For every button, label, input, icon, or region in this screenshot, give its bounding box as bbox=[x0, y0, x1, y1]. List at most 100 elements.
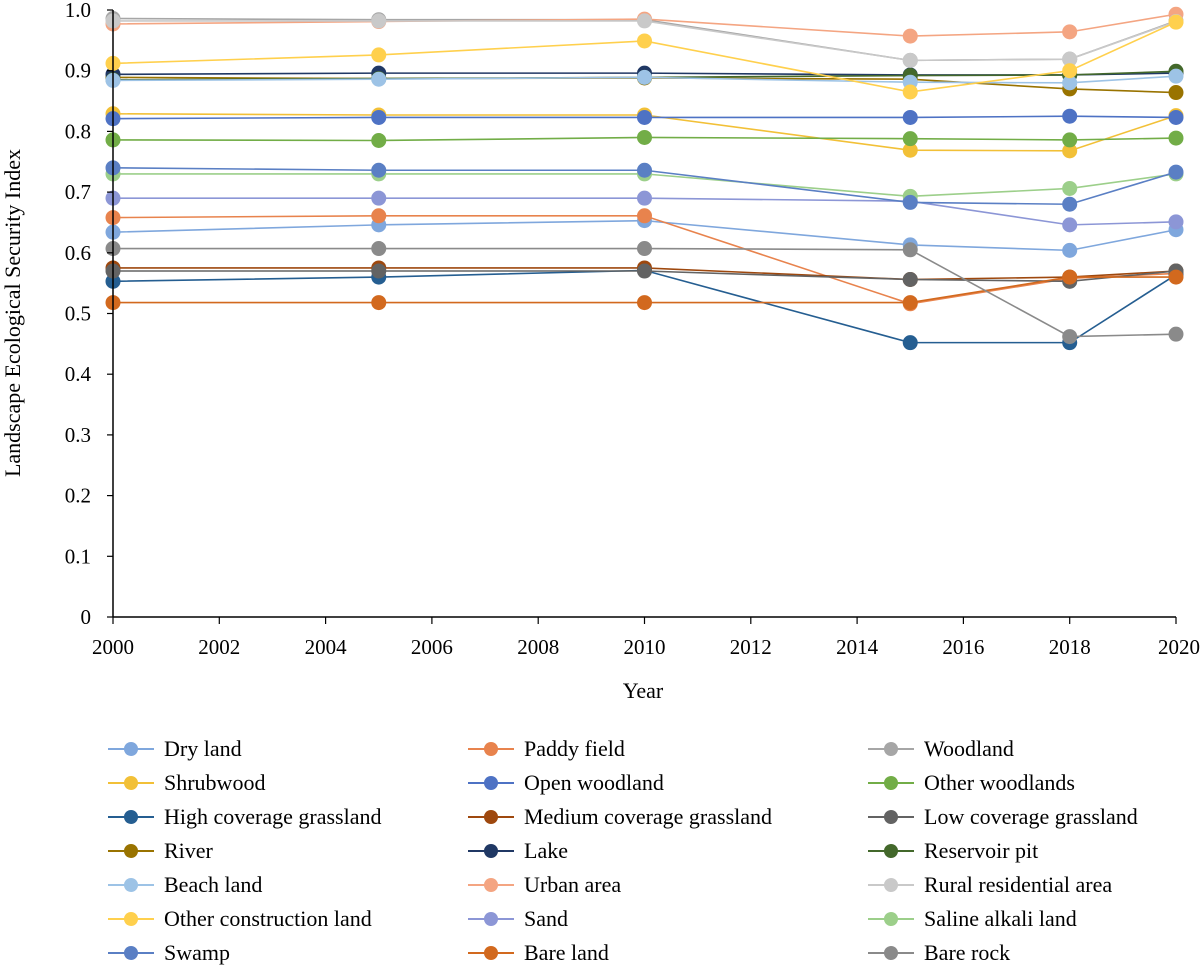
data-point bbox=[1062, 63, 1078, 79]
data-point bbox=[1062, 329, 1078, 345]
data-point bbox=[637, 208, 652, 224]
data-point bbox=[371, 263, 387, 279]
legend: Dry land Paddy field Woodland Shrubwood Open… bbox=[108, 733, 1198, 968]
legend-label: Dry land bbox=[164, 736, 242, 761]
x-tick-label: 2008 bbox=[517, 635, 559, 659]
data-point bbox=[637, 33, 652, 49]
y-tick-label: 0.2 bbox=[65, 484, 91, 508]
data-point bbox=[1062, 242, 1078, 258]
legend-item: Saline alkali land bbox=[868, 903, 1077, 935]
data-point bbox=[637, 69, 652, 85]
data-point bbox=[371, 109, 387, 125]
data-point bbox=[637, 190, 652, 206]
x-tick-label: 2004 bbox=[305, 635, 348, 659]
data-point bbox=[1062, 108, 1078, 124]
legend-item: Paddy field bbox=[468, 733, 625, 765]
x-tick-label: 2014 bbox=[836, 635, 879, 659]
legend-label: Urban area bbox=[524, 872, 622, 897]
data-point bbox=[902, 142, 918, 158]
series-other-construction-land bbox=[105, 14, 1184, 100]
data-point bbox=[371, 71, 387, 87]
series-bare-land bbox=[105, 269, 1184, 311]
series-other-woodlands bbox=[105, 129, 1184, 149]
legend-swatch bbox=[868, 878, 914, 892]
data-point bbox=[1062, 75, 1078, 91]
legend-swatch-marker bbox=[884, 776, 898, 790]
data-point bbox=[1062, 143, 1078, 159]
x-tick-label: 2002 bbox=[198, 635, 240, 659]
x-axis-title: Year bbox=[623, 678, 664, 703]
series-line bbox=[112, 167, 1177, 206]
legend-swatch bbox=[868, 912, 914, 926]
series-open-woodland bbox=[105, 108, 1184, 127]
legend-item: Low coverage grassland bbox=[868, 801, 1138, 833]
data-point bbox=[902, 272, 918, 288]
legend-swatch bbox=[108, 742, 154, 756]
series-line bbox=[112, 75, 1177, 84]
data-point bbox=[1062, 269, 1078, 285]
series-line bbox=[112, 21, 1177, 93]
legend-swatch bbox=[468, 810, 514, 824]
x-tick-label: 2012 bbox=[730, 635, 772, 659]
y-tick-label: 1.0 bbox=[65, 0, 91, 22]
data-point bbox=[902, 131, 918, 147]
legend-swatch bbox=[868, 810, 914, 824]
series-line bbox=[113, 247, 1177, 338]
y-tick-label: 0.6 bbox=[65, 241, 91, 265]
legend-swatch-marker bbox=[124, 742, 138, 756]
series-line bbox=[112, 112, 1177, 152]
legend-label: Reservoir pit bbox=[924, 838, 1039, 863]
data-point bbox=[902, 194, 918, 210]
legend-item: Dry land bbox=[108, 733, 242, 765]
legend-swatch bbox=[108, 912, 154, 926]
series-line bbox=[113, 173, 1177, 198]
data-point bbox=[1168, 109, 1184, 125]
line-chart: 0 0.1 0.2 0.3 0.4 0.5 0.6 0.7 0.8 0.9 1.0 2000 2002 2… bbox=[0, 0, 1200, 703]
legend-item: Lake bbox=[468, 835, 568, 867]
data-point bbox=[1168, 214, 1184, 230]
data-point bbox=[1062, 132, 1078, 148]
data-point bbox=[902, 28, 918, 44]
legend-swatch-marker bbox=[484, 810, 498, 824]
legend-swatch-marker bbox=[484, 776, 498, 790]
data-point bbox=[1168, 269, 1184, 285]
data-point bbox=[1062, 196, 1078, 212]
legend-label: Bare rock bbox=[924, 940, 1011, 965]
data-point bbox=[371, 133, 387, 149]
legend-label: Beach land bbox=[164, 872, 263, 897]
legend-swatch-marker bbox=[484, 912, 498, 926]
data-point bbox=[637, 295, 652, 311]
data-point bbox=[637, 162, 652, 178]
y-tick-label: 0.8 bbox=[65, 119, 91, 143]
series-line bbox=[112, 115, 1177, 120]
series-line bbox=[113, 270, 1177, 283]
legend-label: Shrubwood bbox=[164, 770, 266, 795]
data-point bbox=[371, 295, 387, 311]
series-line bbox=[113, 267, 1177, 281]
data-point bbox=[371, 208, 387, 224]
legend-swatch-marker bbox=[884, 810, 898, 824]
y-tick-label: 0.3 bbox=[65, 423, 91, 447]
data-point bbox=[902, 335, 918, 351]
y-axis-title: Landscape Ecological Security Index bbox=[0, 149, 25, 477]
series-line bbox=[113, 276, 1176, 304]
data-point bbox=[637, 13, 652, 29]
legend-swatch bbox=[468, 912, 514, 926]
x-tick-label: 2010 bbox=[624, 635, 666, 659]
x-tick-label: 2018 bbox=[1049, 635, 1091, 659]
series-line bbox=[112, 269, 1177, 344]
y-tick-label: 0.9 bbox=[65, 59, 91, 83]
legend-swatch bbox=[468, 878, 514, 892]
data-point bbox=[1168, 14, 1184, 30]
data-point bbox=[637, 263, 652, 279]
data-point bbox=[371, 162, 387, 178]
legend-item: Bare land bbox=[468, 937, 609, 969]
legend-label: Other woodlands bbox=[924, 770, 1075, 795]
legend-item: Sand bbox=[468, 903, 568, 935]
legend-label: Medium coverage grassland bbox=[524, 804, 773, 829]
legend-item: Bare rock bbox=[868, 937, 1010, 969]
x-tick-label: 2006 bbox=[411, 635, 453, 659]
legend-item: Urban area bbox=[468, 869, 621, 901]
legend-item: Beach land bbox=[108, 869, 262, 901]
legend-swatch bbox=[108, 946, 154, 960]
